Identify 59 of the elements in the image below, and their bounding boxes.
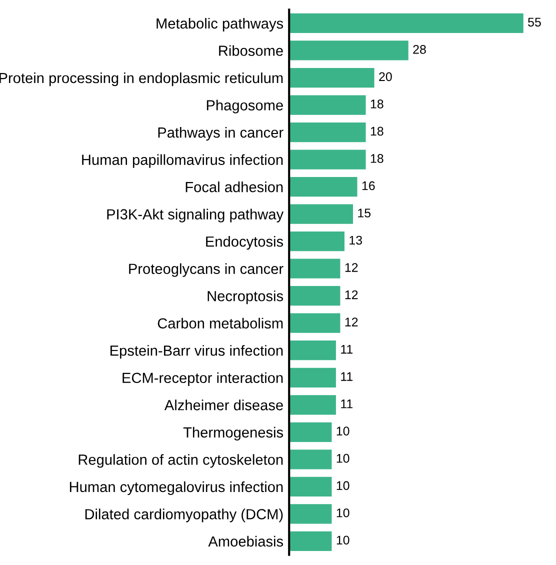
bar: [289, 286, 340, 306]
bar: [289, 258, 340, 278]
bar: [289, 368, 336, 388]
data-label: 12: [345, 318, 358, 326]
bar: [289, 68, 374, 88]
y-tick-label: PI3K-Akt signaling pathway: [107, 208, 284, 222]
bar: [289, 150, 366, 170]
data-label: 12: [345, 290, 358, 300]
bar: [289, 40, 408, 60]
bar: [289, 531, 332, 552]
y-tick-label: Ribosome: [219, 45, 283, 56]
y-tick-label: ECM-receptor interaction: [122, 372, 283, 386]
y-tick-label: Focal adhesion: [186, 182, 283, 192]
data-label: 10: [336, 426, 350, 436]
y-tick-label: Metabolic pathways: [156, 18, 284, 32]
bar: [289, 476, 332, 496]
bar: [289, 450, 332, 470]
data-label: 11: [341, 345, 353, 354]
y-tick-label: Epstein-Barr virus infection: [110, 345, 283, 359]
data-label: 10: [336, 536, 350, 545]
data-label: 11: [341, 372, 353, 381]
data-label: 10: [336, 481, 350, 490]
y-tick-label: Proteoglycans in cancer: [129, 263, 284, 277]
bar: [289, 204, 354, 224]
data-label: 20: [379, 72, 392, 82]
bar: [289, 95, 366, 115]
y-tick-label: Human cytomegalovirus infection: [70, 481, 283, 495]
y-tick-label: Human papillomavirus infection: [82, 154, 283, 168]
y-tick-label: Amoebiasis: [208, 536, 284, 547]
y-tick-label: Dilated cardiomyopathy (DCM): [85, 508, 283, 522]
y-tick-label: Necroptosis: [208, 290, 284, 304]
data-label: 12: [345, 263, 358, 272]
bar: [289, 504, 332, 524]
data-label: 55: [528, 18, 541, 27]
data-label: 11: [341, 400, 353, 408]
bar: [289, 395, 336, 415]
bar: [289, 313, 340, 333]
data-label: 18: [370, 154, 384, 163]
bar: [289, 340, 336, 360]
y-tick-label: Thermogenesis: [183, 426, 284, 440]
data-label: 28: [413, 45, 426, 54]
data-label: 18: [370, 126, 384, 136]
data-label: 15: [358, 208, 371, 218]
bar: [289, 122, 366, 142]
y-tick-label: Regulation of actin cytoskeleton: [78, 454, 283, 468]
y-tick-label: Carbon metabolism: [158, 318, 283, 329]
bar: [289, 13, 524, 34]
y-tick-label: Pathways in cancer: [158, 126, 284, 141]
data-label: 18: [370, 100, 384, 108]
data-label: 16: [362, 181, 375, 190]
y-tick-label: Alzheimer disease: [164, 400, 283, 410]
bar: [289, 176, 358, 197]
y-tick-label: Phagosome: [206, 100, 283, 114]
bar: [289, 422, 332, 442]
data-label: 10: [336, 508, 350, 518]
data-label: 13: [350, 236, 362, 245]
data-label: 10: [336, 454, 350, 463]
y-tick-label: Endocytosis: [206, 236, 284, 250]
bar: [289, 232, 344, 252]
